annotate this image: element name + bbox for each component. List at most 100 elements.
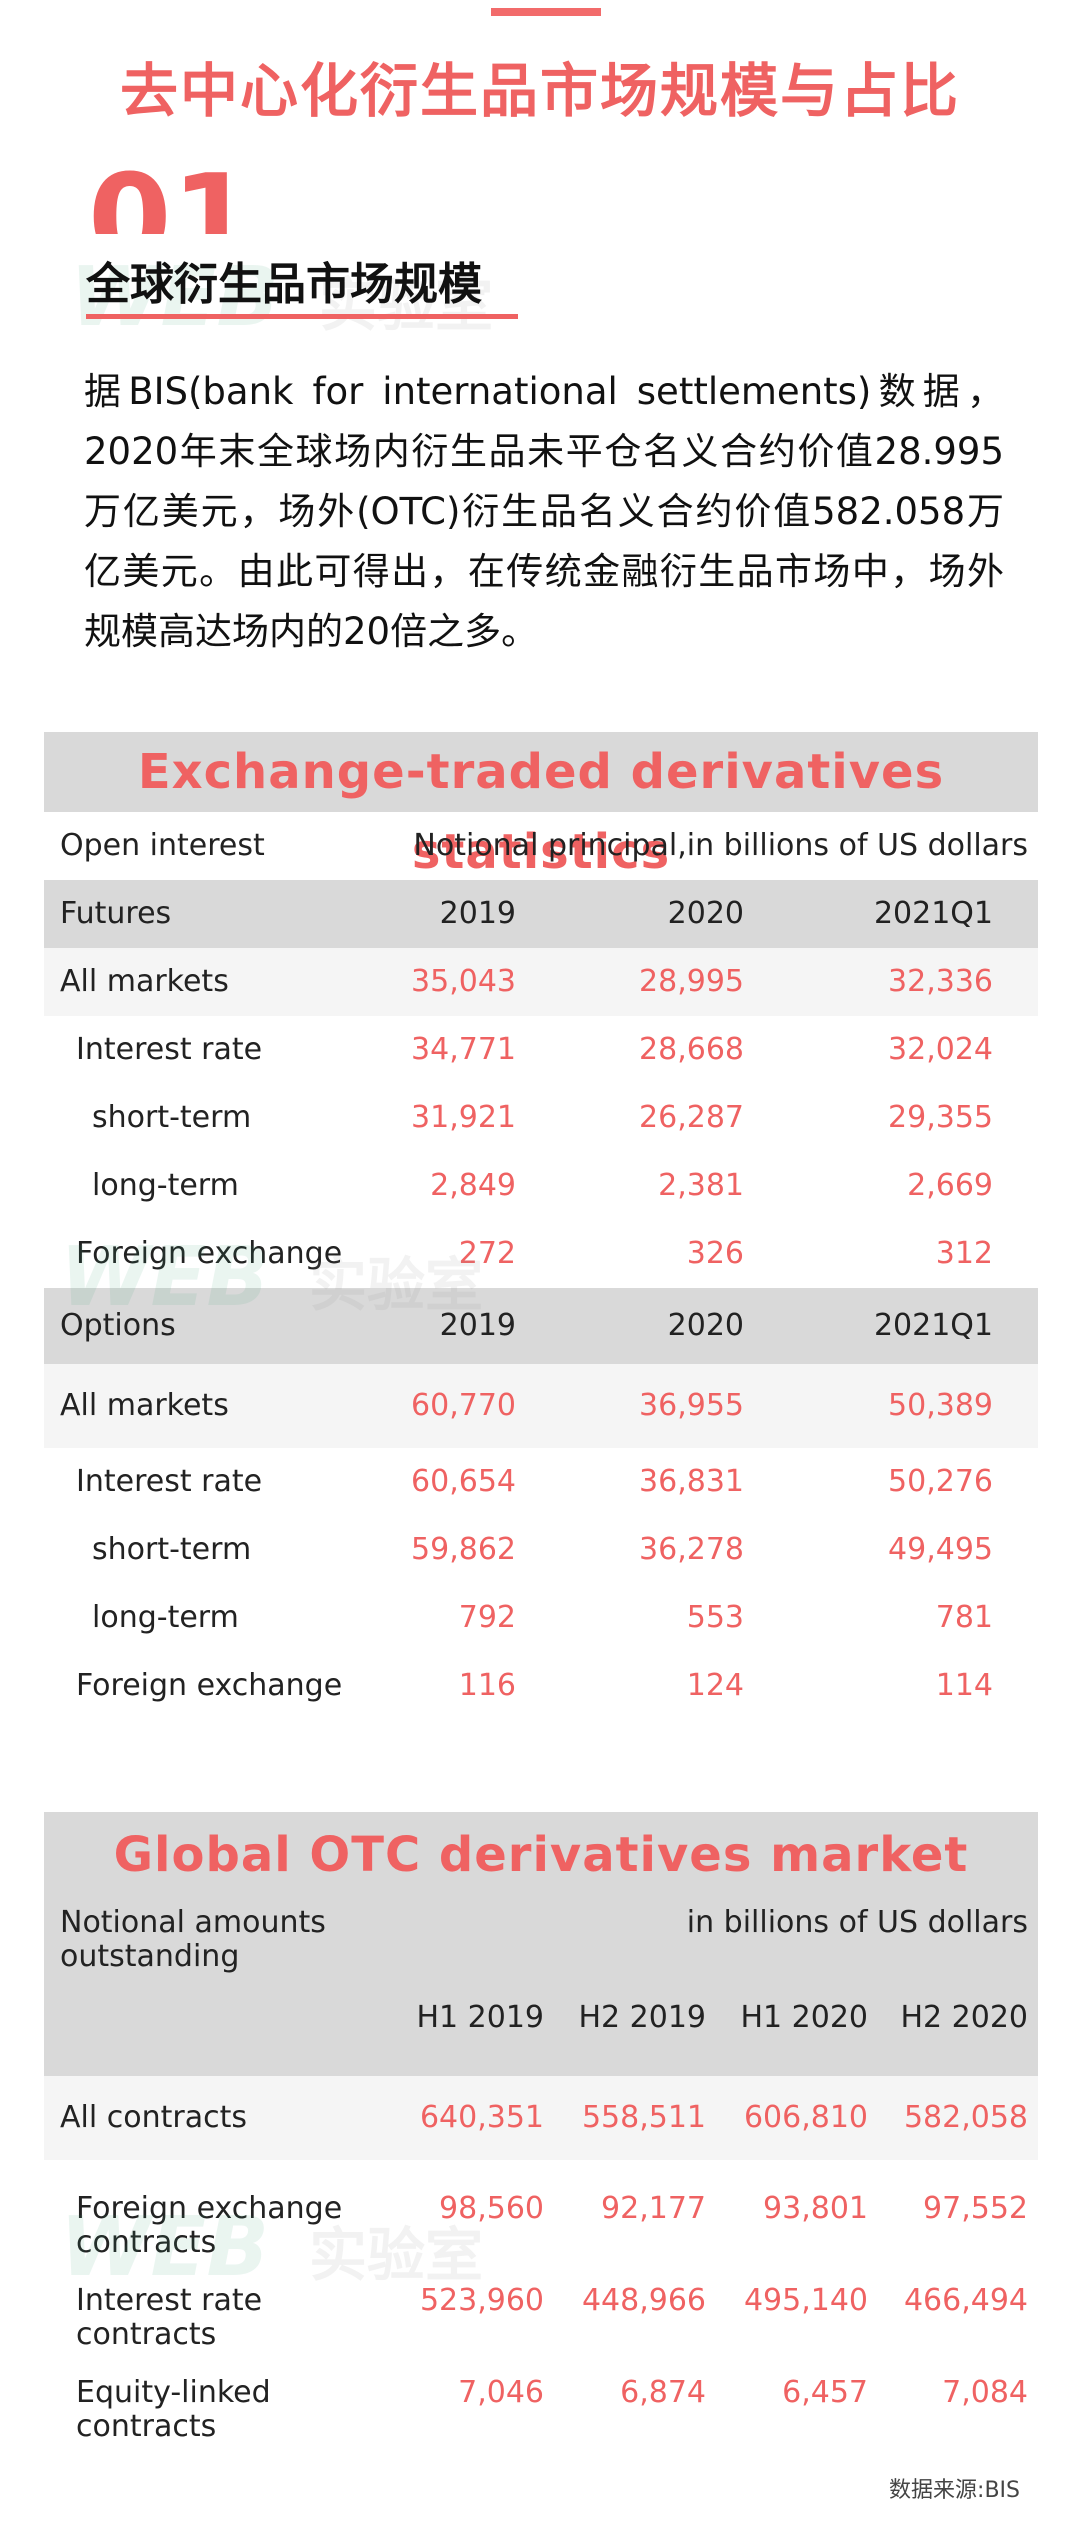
cell-value: 272	[458, 1236, 516, 1271]
cell-value: 448,966	[581, 2283, 706, 2318]
cell-value: 792	[458, 1600, 516, 1635]
cell-value: 2,849	[430, 1168, 516, 1203]
row-label: long-term	[92, 1600, 239, 1635]
cell-value: 558,511	[581, 2100, 706, 2135]
table-row: Foreign exchange 272 326 312	[44, 1220, 1038, 1288]
cell-value: 32,024	[888, 1032, 993, 1067]
section-underline	[86, 314, 518, 319]
cell-value: 50,276	[888, 1464, 993, 1499]
cell-value: 26,287	[639, 1100, 744, 1135]
cell-value: 466,494	[903, 2283, 1028, 2318]
cell-value: 32,336	[888, 964, 993, 999]
otc-col-h2-2019: H2 2019	[578, 2000, 706, 2035]
cell-value: 97,552	[923, 2191, 1028, 2226]
row-label: Interest rate	[76, 1032, 263, 1067]
cell-value: 50,389	[888, 1388, 993, 1423]
row-label: long-term	[92, 1168, 239, 1203]
cell-value: 781	[935, 1600, 993, 1635]
cell-value: 7,084	[942, 2375, 1028, 2410]
otc-col-h2-2020: H2 2020	[900, 2000, 1028, 2035]
cell-value: 49,495	[888, 1532, 993, 1567]
page-title: 去中心化衍生品市场规模与占比	[119, 57, 960, 125]
cell-value: 553	[686, 1600, 744, 1635]
cell-value: 640,351	[419, 2100, 544, 2135]
table-row: Interest rate 60,654 36,831 50,276	[44, 1448, 1038, 1516]
futures-col-2020: 2020	[667, 896, 744, 931]
row-label: Equity-linked contracts	[76, 2375, 271, 2444]
intro-paragraph: 据BIS(bank for international settlements)…	[84, 370, 1004, 653]
cell-value: 98,560	[439, 2191, 544, 2226]
cell-value: 60,770	[411, 1388, 516, 1423]
row-label: All contracts	[60, 2100, 247, 2135]
otc-col-h1-2020: H1 2020	[740, 2000, 868, 2035]
table-row: Interest rate 34,771 28,668 32,024	[44, 1016, 1038, 1084]
options-col-2020: 2020	[667, 1308, 744, 1343]
notional-label: Notional amounts outstanding	[60, 1905, 326, 1974]
table-row: long-term 792 553 781	[44, 1584, 1038, 1652]
cell-value: 60,654	[411, 1464, 516, 1499]
cell-value: 114	[935, 1668, 993, 1703]
cell-value: 606,810	[743, 2100, 868, 2135]
futures-header-row: Futures 2019 2020 2021Q1	[44, 880, 1038, 948]
top-accent-bar	[491, 8, 601, 16]
table-row: long-term 2,849 2,381 2,669	[44, 1152, 1038, 1220]
otc-table-header: Global OTC derivatives market Notional a…	[44, 1812, 1038, 2076]
cell-value: 2,381	[658, 1168, 744, 1203]
table-row: All markets 60,770 36,955 50,389	[44, 1364, 1038, 1448]
row-label: Foreign exchange contracts	[76, 2191, 343, 2260]
table-row: All contracts 640,351 558,511 606,810 58…	[44, 2076, 1038, 2160]
cell-value: 31,921	[411, 1100, 516, 1135]
table-row: Interest rate contracts 523,960 448,966 4…	[44, 2270, 1038, 2362]
table-row: short-term 31,921 26,287 29,355	[44, 1084, 1038, 1152]
row-label: All markets	[60, 964, 229, 999]
row-label: short-term	[92, 1100, 252, 1135]
otc-table-title: Global OTC derivatives market	[113, 1827, 969, 1883]
cell-value: 36,955	[639, 1388, 744, 1423]
cell-value: 93,801	[763, 2191, 868, 2226]
row-label: Interest rate contracts	[76, 2283, 263, 2352]
cell-value: 7,046	[458, 2375, 544, 2410]
row-label: Interest rate	[76, 1464, 263, 1499]
cell-value: 35,043	[411, 964, 516, 999]
otc-col-h1-2019: H1 2019	[416, 2000, 544, 2035]
data-source-note: 数据来源:BIS	[889, 2478, 1020, 2503]
open-interest-row: Open interest Notional principal,in bill…	[44, 812, 1038, 880]
row-label: Foreign exchange	[76, 1236, 343, 1271]
cell-value: 2,669	[907, 1168, 993, 1203]
cell-value: 6,874	[620, 2375, 706, 2410]
futures-col-2019: 2019	[439, 896, 516, 931]
cell-value: 312	[935, 1236, 993, 1271]
futures-col-2021q1: 2021Q1	[873, 896, 993, 931]
table-row: short-term 59,862 36,278 49,495	[44, 1516, 1038, 1584]
futures-label: Futures	[60, 896, 172, 931]
cell-value: 36,278	[639, 1532, 744, 1567]
cell-value: 29,355	[888, 1100, 993, 1135]
otc-unit-label: in billions of US dollars	[686, 1905, 1028, 1940]
options-col-2021q1: 2021Q1	[873, 1308, 993, 1343]
cell-value: 92,177	[601, 2191, 706, 2226]
options-header-row: Options 2019 2020 2021Q1	[44, 1288, 1038, 1364]
row-label: short-term	[92, 1532, 252, 1567]
exchange-traded-table: Exchange-traded derivatives statistics O…	[44, 732, 1038, 1720]
cell-value: 326	[686, 1236, 744, 1271]
cell-value: 582,058	[903, 2100, 1028, 2135]
table-row: Equity-linked contracts 7,046 6,874 6,457…	[44, 2362, 1038, 2454]
open-interest-label: Open interest	[60, 828, 265, 863]
cell-value: 124	[686, 1668, 744, 1703]
section-title: 全球衍生品市场规模	[86, 259, 482, 310]
table-row: Foreign exchange contracts 98,560 92,177 …	[44, 2178, 1038, 2270]
cell-value: 523,960	[419, 2283, 544, 2318]
exchange-table-header: Exchange-traded derivatives statistics	[44, 732, 1038, 880]
cell-value: 36,831	[639, 1464, 744, 1499]
table-row: All markets 35,043 28,995 32,336	[44, 948, 1038, 1016]
cell-value: 495,140	[743, 2283, 868, 2318]
otc-derivatives-table: Global OTC derivatives market Notional a…	[44, 1812, 1038, 2454]
cell-value: 28,995	[639, 964, 744, 999]
cell-value: 34,771	[411, 1032, 516, 1067]
cell-value: 6,457	[782, 2375, 868, 2410]
cell-value: 59,862	[411, 1532, 516, 1567]
section-number: 01	[88, 160, 255, 234]
options-col-2019: 2019	[439, 1308, 516, 1343]
cell-value: 28,668	[639, 1032, 744, 1067]
cell-value: 116	[458, 1668, 516, 1703]
